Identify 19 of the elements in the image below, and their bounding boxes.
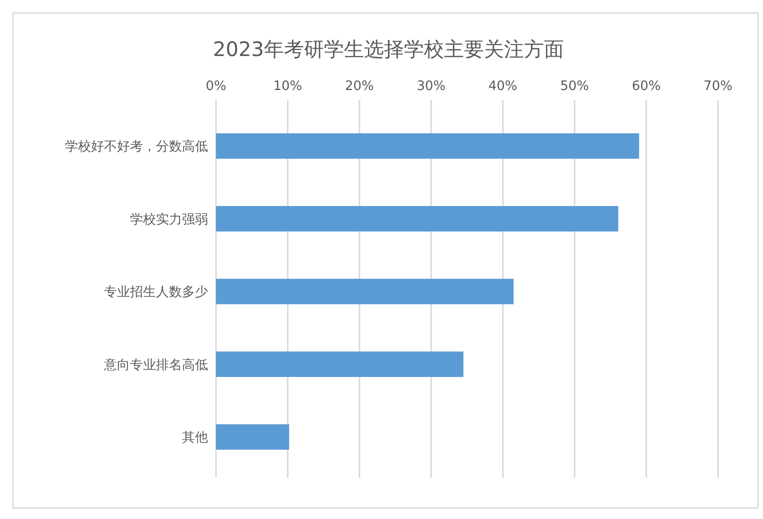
x-tick-label: 20% xyxy=(344,79,374,94)
x-tick-label: 60% xyxy=(632,79,661,94)
x-tick-label: 40% xyxy=(488,79,518,94)
x-tick-label: 50% xyxy=(560,79,590,94)
bar xyxy=(216,278,514,304)
bar xyxy=(216,206,618,232)
bar xyxy=(216,133,640,159)
bar xyxy=(216,424,290,450)
y-tick-label: 学校好不好考，分数高低 xyxy=(65,138,208,155)
y-tick-label: 专业招生人数多少 xyxy=(104,285,208,300)
y-tick-label: 意向专业排名高低 xyxy=(103,356,208,373)
x-tick-label: 10% xyxy=(273,79,302,94)
y-tick-label: 学校实力强弱 xyxy=(130,212,208,228)
x-tick-label: 30% xyxy=(416,79,446,94)
bar xyxy=(216,352,464,377)
chart-title: 2023年考研学生选择学校主要关注方面 xyxy=(213,37,564,61)
y-tick-label: 其他 xyxy=(182,430,208,446)
x-tick-label: 0% xyxy=(206,79,226,94)
x-tick-label: 70% xyxy=(704,79,732,94)
